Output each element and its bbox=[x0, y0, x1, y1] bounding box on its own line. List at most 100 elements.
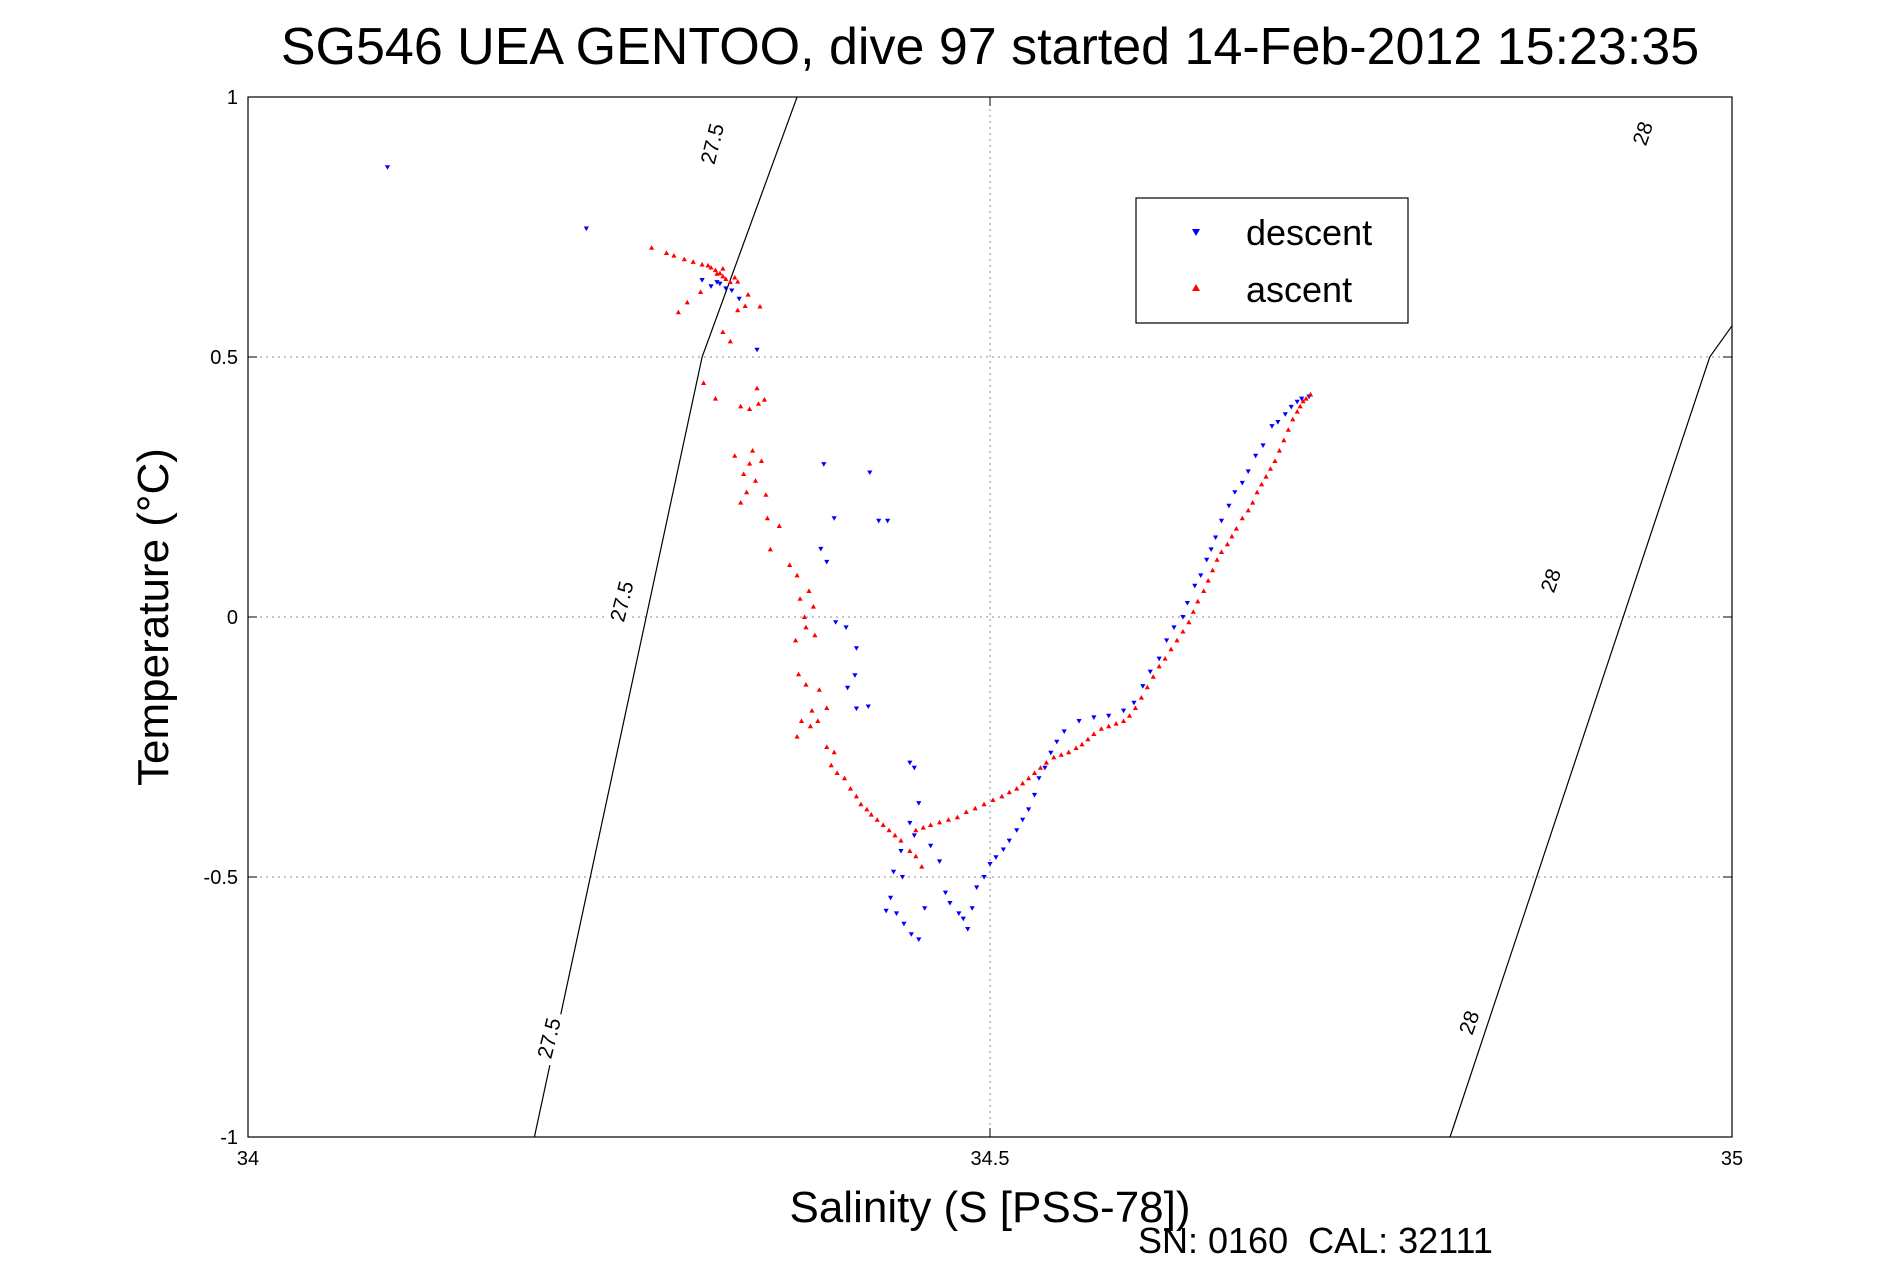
ascent-point bbox=[913, 827, 919, 833]
ascent-point bbox=[758, 458, 765, 463]
legend-descent-marker bbox=[1192, 229, 1200, 236]
ascent-series bbox=[649, 245, 1314, 869]
ascent-point bbox=[795, 671, 802, 677]
ascent-point bbox=[1025, 775, 1032, 781]
descent-point bbox=[1042, 765, 1048, 771]
tick-labels: 34 34.5 35 1 0.5 0 -0.5 -1 bbox=[204, 87, 1744, 1170]
ascent-point bbox=[1250, 500, 1256, 505]
descent-point bbox=[1140, 684, 1146, 689]
legend-ascent-marker bbox=[1192, 284, 1200, 291]
descent-point bbox=[1275, 420, 1281, 425]
ascent-point bbox=[681, 256, 687, 262]
ascent-point bbox=[954, 814, 960, 820]
ascent-point bbox=[700, 380, 707, 385]
descent-point bbox=[736, 296, 742, 302]
ascent-point bbox=[1229, 533, 1235, 539]
ascent-point bbox=[892, 832, 898, 838]
descent-point bbox=[1061, 729, 1067, 734]
ascent-point bbox=[880, 822, 886, 827]
descent-point bbox=[1156, 656, 1162, 662]
descent-point bbox=[1000, 847, 1006, 853]
ascent-point bbox=[1174, 637, 1180, 643]
ascent-point bbox=[794, 734, 800, 739]
ascent-point bbox=[732, 274, 738, 280]
descent-point bbox=[1036, 776, 1042, 781]
ascent-point bbox=[738, 500, 744, 505]
descent-point bbox=[1245, 469, 1251, 474]
descent-point bbox=[1218, 518, 1225, 524]
ascent-point bbox=[907, 848, 913, 853]
ascent-point bbox=[684, 299, 690, 305]
descent-point bbox=[843, 625, 849, 630]
descent-point bbox=[729, 288, 735, 294]
ascent-point bbox=[1224, 541, 1231, 547]
ascent-point bbox=[1043, 760, 1049, 765]
ascent-point bbox=[1014, 786, 1020, 791]
ascent-point bbox=[1195, 598, 1201, 604]
descent-point bbox=[1025, 807, 1032, 812]
descent-point bbox=[699, 278, 705, 283]
descent-point bbox=[899, 875, 906, 880]
descent-point bbox=[1006, 838, 1012, 844]
ascent-point bbox=[787, 562, 793, 567]
descent-point bbox=[1282, 412, 1288, 417]
descent-point bbox=[1294, 399, 1300, 405]
ascent-point bbox=[720, 266, 726, 271]
ascent-point bbox=[776, 523, 782, 528]
descent-point bbox=[1131, 700, 1137, 706]
ascent-point bbox=[806, 588, 812, 593]
ascent-point bbox=[742, 303, 748, 309]
ascent-point bbox=[675, 309, 681, 315]
ascent-point bbox=[1162, 656, 1168, 661]
ascent-point bbox=[972, 805, 978, 811]
chart-title: SG546 UEA GENTOO, dive 97 started 14-Feb… bbox=[281, 18, 1699, 76]
ascent-point bbox=[741, 471, 747, 476]
ascent-point bbox=[735, 307, 741, 313]
ascent-point bbox=[834, 770, 840, 775]
ascent-point bbox=[1297, 403, 1303, 409]
ascent-point bbox=[1201, 588, 1207, 593]
descent-point bbox=[754, 347, 760, 353]
descent-point bbox=[1204, 557, 1210, 563]
descent-point bbox=[1253, 453, 1259, 459]
legend-ascent-label: ascent bbox=[1246, 269, 1352, 310]
y-tick-label: 0.5 bbox=[210, 347, 238, 369]
ascent-point bbox=[815, 718, 821, 723]
ascent-point bbox=[1205, 578, 1211, 583]
descent-point bbox=[831, 516, 837, 521]
descent-point bbox=[821, 462, 827, 467]
descent-point bbox=[1106, 713, 1112, 719]
descent-point bbox=[853, 646, 860, 651]
ascent-point bbox=[690, 259, 696, 264]
descent-point bbox=[981, 875, 987, 880]
descent-point bbox=[1014, 828, 1020, 833]
ascent-point bbox=[824, 705, 830, 710]
descent-point bbox=[956, 911, 962, 916]
descent-point bbox=[867, 470, 873, 476]
ascent-point bbox=[1085, 736, 1091, 742]
ascent-point bbox=[699, 261, 705, 267]
descent-point bbox=[708, 284, 714, 289]
legend-descent-label: descent bbox=[1246, 212, 1372, 253]
descent-point bbox=[1048, 750, 1054, 756]
descent-point bbox=[969, 906, 975, 911]
contour-label-background bbox=[694, 115, 731, 172]
ascent-point bbox=[752, 478, 759, 483]
ascent-point bbox=[1263, 474, 1269, 479]
ascent-point bbox=[1051, 754, 1057, 760]
ascent-point bbox=[1254, 489, 1260, 495]
descent-point bbox=[1208, 547, 1214, 552]
ascent-point bbox=[732, 453, 738, 458]
axis-ticks bbox=[247, 96, 1733, 1138]
descent-point bbox=[833, 620, 839, 625]
descent-point bbox=[974, 885, 980, 890]
ascent-point bbox=[1285, 427, 1291, 432]
descent-point bbox=[1120, 708, 1127, 714]
descent-point bbox=[1299, 396, 1305, 402]
ascent-point bbox=[1239, 515, 1245, 521]
descent-point bbox=[965, 927, 971, 932]
legend: descent ascent bbox=[1135, 197, 1409, 324]
descent-point bbox=[583, 226, 589, 232]
descent-point bbox=[922, 906, 928, 911]
